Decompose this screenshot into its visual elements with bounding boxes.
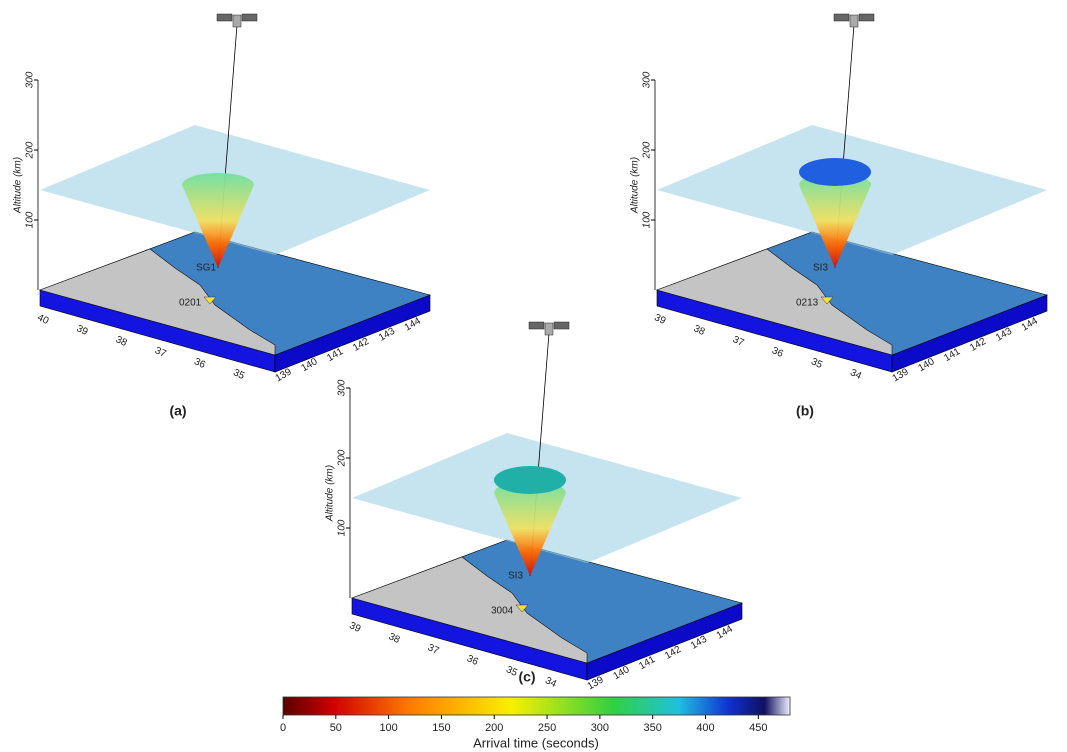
colorbar-tick-label: 450 xyxy=(749,722,767,734)
map-land xyxy=(351,556,588,664)
latitude-label: 38 xyxy=(387,631,402,646)
cone xyxy=(494,481,566,576)
colorbar-tick-label: 350 xyxy=(644,722,662,734)
receiver xyxy=(820,296,834,305)
altitude-tick-label: 100 xyxy=(25,211,36,228)
latitude-label: 39 xyxy=(75,323,90,338)
cone xyxy=(799,173,871,268)
map-land xyxy=(39,248,276,356)
latitude-label: 37 xyxy=(153,345,168,360)
altitude-tick-label: 200 xyxy=(337,449,348,467)
colorbar-tick-label: 50 xyxy=(330,722,342,734)
panel-label: (c) xyxy=(518,669,535,685)
latitude-label: 38 xyxy=(114,334,129,349)
panel-label: (b) xyxy=(796,403,814,419)
panel: 100 200 300 Altitude (km) SI3 0213 39 38 37 36 35 3… xyxy=(630,13,1048,419)
latitude-label: 40 xyxy=(36,312,51,327)
colorbar-tick-label: 400 xyxy=(696,722,714,734)
sat-panel xyxy=(833,13,850,22)
sat-body xyxy=(232,14,242,28)
latitude-label: 37 xyxy=(426,642,441,657)
altitude-tick-label: 100 xyxy=(642,211,653,228)
colorbar-tick-label: 300 xyxy=(591,722,609,734)
latitude-label: 38 xyxy=(692,323,707,338)
receiver-label: 0213 xyxy=(796,298,819,309)
colorbar-tick-label: 150 xyxy=(432,722,450,734)
station-label: SG1 xyxy=(196,263,216,274)
satellite xyxy=(833,13,875,28)
altitude-tick-label: 200 xyxy=(25,141,36,159)
altitude-label: Altitude (km) xyxy=(325,465,336,522)
altitude-tick-label: 200 xyxy=(642,141,653,159)
receiver-label: 0201 xyxy=(179,298,202,309)
latitude-label: 34 xyxy=(848,367,863,382)
station-label: SI3 xyxy=(508,571,523,582)
sat-panel xyxy=(528,321,545,330)
cone-cap xyxy=(494,466,566,494)
cone xyxy=(182,173,254,268)
satellite xyxy=(216,13,258,28)
sat-panel xyxy=(553,321,570,330)
altitude-tick-label: 300 xyxy=(642,71,653,88)
station-label: SI3 xyxy=(813,263,828,274)
latitude-label: 35 xyxy=(504,664,519,679)
altitude-tick-label: 100 xyxy=(337,519,348,536)
colorbar-label: Arrival time (seconds) xyxy=(473,735,599,750)
latitude-label: 36 xyxy=(465,653,480,668)
satellite xyxy=(528,321,570,336)
sat-body xyxy=(849,14,859,28)
panel: 100 200 300 Altitude (km) SG1 0201 40 39 38 37 36 3… xyxy=(13,13,431,419)
colorbar-tick-label: 250 xyxy=(538,722,556,734)
receiver-label: 3004 xyxy=(491,606,514,617)
cone-cap xyxy=(799,158,871,186)
sat-panel xyxy=(858,13,875,22)
panel-label: (a) xyxy=(169,403,186,419)
latitude-label: 39 xyxy=(653,312,668,327)
receiver xyxy=(515,604,529,613)
sat-panel xyxy=(216,13,233,22)
latitude-label: 36 xyxy=(192,356,207,371)
latitude-label: 35 xyxy=(809,356,824,371)
sat-body xyxy=(544,322,554,336)
colorbar-tick-label: 0 xyxy=(280,722,286,734)
colorbar xyxy=(282,696,791,716)
panel: 100 200 300 Altitude (km) SI3 3004 39 38 37 36 35 3… xyxy=(325,321,743,692)
colorbar-tick-label: 100 xyxy=(379,722,397,734)
sat-panel xyxy=(241,13,258,22)
map-land xyxy=(656,248,893,356)
latitude-label: 34 xyxy=(543,675,558,690)
latitude-label: 37 xyxy=(731,334,746,349)
altitude-tick-label: 300 xyxy=(337,379,348,396)
latitude-label: 36 xyxy=(770,345,785,360)
colorbar-tick-label: 200 xyxy=(485,722,503,734)
altitude-label: Altitude (km) xyxy=(630,157,641,214)
altitude-label: Altitude (km) xyxy=(13,157,24,214)
latitude-label: 35 xyxy=(231,367,246,382)
receiver xyxy=(203,296,217,305)
altitude-tick-label: 300 xyxy=(25,71,36,88)
latitude-label: 39 xyxy=(348,620,363,635)
